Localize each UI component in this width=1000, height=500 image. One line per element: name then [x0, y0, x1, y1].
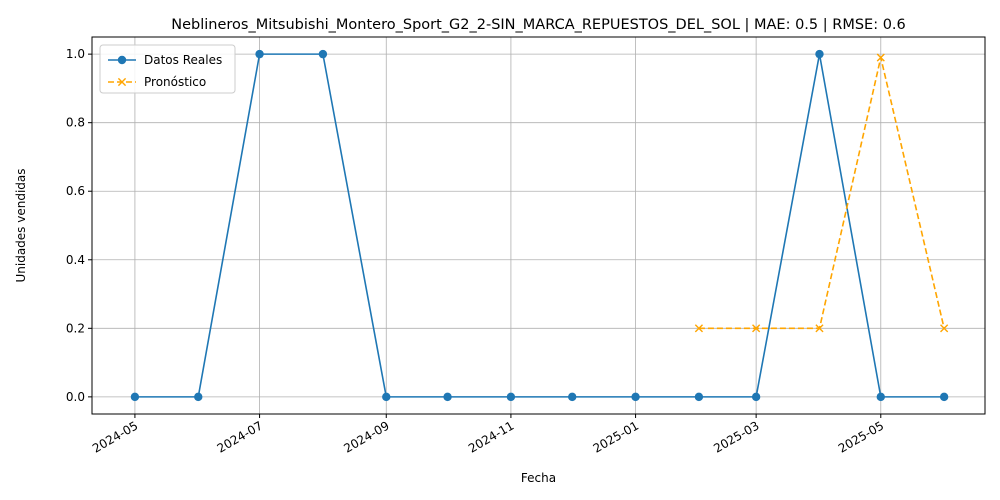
series-line [698, 57, 945, 330]
legend-box [99, 44, 236, 94]
data-point [443, 392, 452, 402]
x-tick-label: 2024-07 [215, 418, 265, 455]
x-tick-label: 2025-01 [591, 418, 641, 455]
data-point [815, 324, 824, 333]
y-tick-label: 1.0 [66, 47, 85, 61]
data-point [940, 324, 949, 333]
x-tick-label: 2025-03 [711, 418, 761, 455]
y-tick-label: 0.2 [66, 321, 85, 335]
data-point [318, 49, 328, 59]
data-point [506, 392, 516, 402]
data-point [694, 324, 704, 333]
data-point [876, 53, 885, 62]
series-layer [130, 49, 949, 402]
y-axis-label: Unidades vendidas [14, 168, 28, 282]
y-tick-label: 0.8 [66, 116, 85, 130]
x-tick-label: 2024-09 [341, 418, 391, 455]
series-line [134, 53, 945, 398]
data-point [382, 392, 391, 402]
legend-label: Pronóstico [144, 75, 206, 89]
legend: Datos Reales Pronóstico [99, 44, 236, 94]
plot-frame [91, 36, 986, 415]
x-axis-label: Fecha [521, 471, 556, 485]
x-tick-label: 2024-11 [466, 418, 516, 455]
y-tick-label: 0.6 [66, 184, 85, 198]
data-point [751, 392, 761, 402]
chart-title: Neblineros_Mitsubishi_Montero_Sport_G2_2… [171, 17, 906, 33]
data-point [631, 392, 640, 402]
data-point [876, 392, 885, 402]
data-point [752, 324, 761, 333]
data-point [255, 49, 264, 59]
data-point [939, 392, 949, 402]
data-point [568, 392, 577, 402]
series-0 [130, 49, 949, 402]
ticks: 2024-05 2024-07 2024-09 2024-11 2025-01 2025-… [66, 47, 886, 456]
grid [92, 37, 985, 414]
data-point [815, 49, 824, 59]
y-tick-label: 0.4 [66, 253, 85, 267]
x-tick-label: 2024-05 [90, 418, 140, 455]
legend-marker [117, 77, 127, 87]
x-tick-label: 2025-05 [836, 418, 886, 455]
y-tick-label: 0.0 [66, 390, 85, 404]
data-point [694, 392, 704, 402]
data-point [194, 392, 203, 402]
legend-label: Datos Reales [144, 53, 222, 67]
series-1 [694, 53, 949, 333]
data-point [130, 392, 140, 402]
legend-marker [117, 55, 127, 65]
